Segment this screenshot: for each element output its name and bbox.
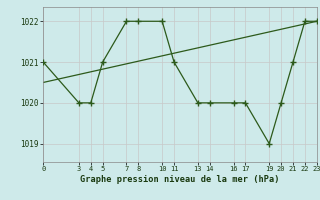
X-axis label: Graphe pression niveau de la mer (hPa): Graphe pression niveau de la mer (hPa) [80,175,280,184]
